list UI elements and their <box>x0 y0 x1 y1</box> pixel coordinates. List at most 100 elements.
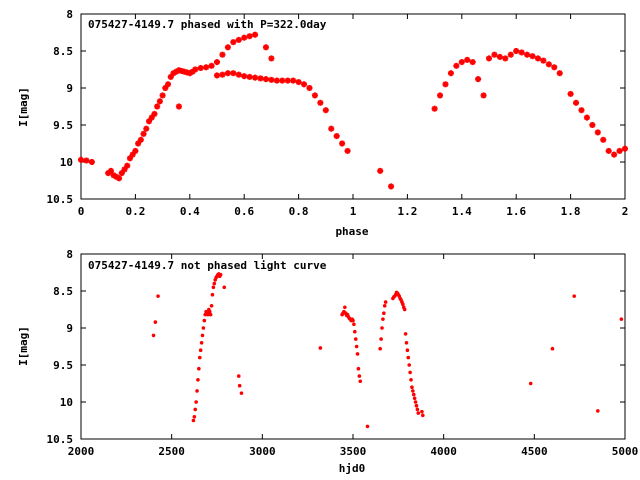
phased-data-point <box>140 130 147 137</box>
unphased-data-point <box>378 346 383 351</box>
phased-data-point <box>524 51 531 58</box>
unphased-data-point <box>218 272 223 277</box>
phased-data-point <box>88 159 95 165</box>
phased-data-point <box>611 151 618 158</box>
unphased-data-point <box>381 317 385 321</box>
phased-xtick-label: 0.6 <box>234 205 254 218</box>
phased-data-point <box>616 147 623 154</box>
phased-data-point <box>540 57 547 64</box>
phased-data-point <box>496 53 503 60</box>
phased-data-point <box>458 59 465 66</box>
phased-data-point <box>502 55 509 62</box>
unphased-data-point <box>572 294 577 298</box>
phased-ytick-label: 8 <box>66 8 73 21</box>
unphased-data-point <box>191 418 196 423</box>
unphased-data-point <box>151 333 156 338</box>
phased-data-point <box>273 77 280 84</box>
phased-xtick-label: 0.4 <box>180 205 200 218</box>
phased-data-point <box>437 92 444 99</box>
unphased-plot-ticks: 2000 2500 3000 3500 4000 4500 5000 8 8.5 9 9.5 10 10… <box>47 248 639 458</box>
phased-xtick-label: 1 <box>350 205 357 218</box>
unphased-xtick-label: 2000 <box>68 445 95 458</box>
phased-ytick-label: 9.5 <box>53 119 73 132</box>
unphased-data-point <box>408 370 412 375</box>
unphased-data-point <box>409 378 413 382</box>
unphased-data-point <box>596 409 600 413</box>
phased-data-point <box>116 175 123 182</box>
phased-data-point <box>447 70 454 77</box>
unphased-data-point <box>406 355 411 360</box>
unphased-plot-xlabel: hjd0 <box>339 462 366 475</box>
phased-data-point <box>295 79 302 86</box>
unphased-ytick-label: 10.5 <box>47 433 74 446</box>
phased-plot-title: 075427-4149.7 phased with P=322.0day <box>88 18 327 31</box>
phased-data-point <box>230 70 237 77</box>
unphased-data-point <box>619 317 624 321</box>
unphased-data-point <box>353 329 357 334</box>
unphased-data-point <box>365 424 370 429</box>
unphased-data-point <box>383 300 388 304</box>
unphased-data-point <box>413 400 418 404</box>
unphased-data-point <box>412 396 417 401</box>
phased-data-point <box>219 51 226 58</box>
unphased-data-point <box>206 312 210 317</box>
phased-data-point <box>137 136 144 143</box>
phased-data-point <box>124 162 131 169</box>
unphased-data-point <box>355 352 360 356</box>
phased-data-point <box>224 44 231 51</box>
unphased-xtick-label: 4000 <box>430 445 457 458</box>
phased-data-point <box>518 49 525 56</box>
phased-data-point <box>135 140 142 147</box>
phased-data-point <box>551 64 558 71</box>
unphased-data-point <box>411 392 416 397</box>
unphased-data-point <box>156 294 160 298</box>
phased-plot: 075427-4149.7 phased with P=322.0day pha… <box>17 8 628 238</box>
unphased-data-point <box>222 285 227 290</box>
unphased-plot-points <box>151 272 624 429</box>
unphased-xtick-label: 3000 <box>249 445 276 458</box>
phased-data-point <box>377 167 384 174</box>
phased-data-point <box>235 71 242 78</box>
phased-data-point <box>279 77 286 84</box>
phased-data-point <box>203 64 210 71</box>
phased-xtick-label: 0 <box>78 205 85 218</box>
unphased-data-point <box>200 333 205 338</box>
phased-data-point <box>339 140 346 147</box>
phased-plot-points <box>78 31 628 190</box>
phased-data-point <box>214 72 220 79</box>
phased-data-point <box>453 62 460 69</box>
phased-plot-ylabel: I[mag] <box>17 87 30 127</box>
phased-xtick-label: 0.2 <box>125 205 145 218</box>
unphased-data-point <box>410 385 414 390</box>
phased-data-point <box>317 99 324 106</box>
phased-ytick-label: 10.5 <box>47 193 74 206</box>
phased-data-point <box>605 147 612 154</box>
phased-xtick-label: 0.8 <box>289 205 309 218</box>
unphased-data-point <box>209 304 214 308</box>
phased-data-point <box>556 70 563 77</box>
phased-data-point <box>442 81 449 88</box>
phased-data-point <box>600 136 607 143</box>
unphased-data-point <box>194 400 198 404</box>
phased-data-point <box>107 167 114 174</box>
unphased-data-point <box>192 415 197 419</box>
phased-plot-xlabel: phase <box>335 225 368 238</box>
unphased-data-point <box>402 307 407 312</box>
phased-data-point <box>573 99 580 106</box>
phased-data-point <box>146 118 152 125</box>
unphased-data-point <box>353 337 358 341</box>
unphased-ytick-label: 9.5 <box>53 359 73 372</box>
phased-data-point <box>567 90 574 97</box>
unphased-data-point <box>351 318 355 323</box>
unphased-plot-frame <box>80 253 626 440</box>
unphased-data-point <box>407 363 412 367</box>
unphased-xtick-label: 2500 <box>158 445 185 458</box>
phased-data-point <box>475 76 482 83</box>
unphased-ytick-label: 8 <box>66 248 73 261</box>
phased-xtick-label: 1.2 <box>397 205 417 218</box>
phased-data-point <box>246 33 253 40</box>
unphased-xtick-label: 5000 <box>612 445 639 458</box>
phased-data-point <box>622 145 628 152</box>
phased-data-point <box>192 66 199 73</box>
unphased-data-point <box>237 383 242 388</box>
